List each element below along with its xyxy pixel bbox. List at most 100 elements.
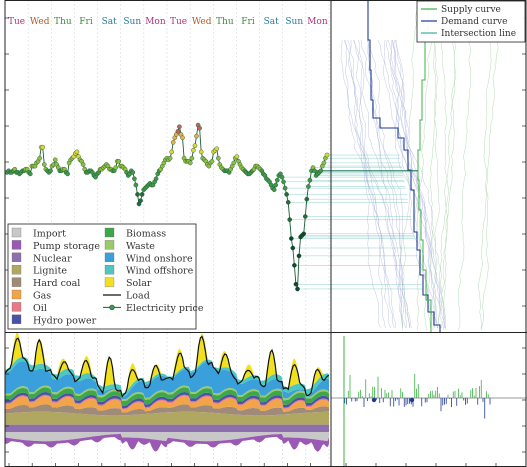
price-point	[65, 171, 70, 177]
legend-label: Lignite	[33, 266, 67, 277]
day-label: Wed	[192, 17, 212, 27]
legend-label: Hard coal	[33, 278, 80, 289]
price-point	[192, 143, 198, 148]
legend-swatch	[104, 252, 115, 262]
legend-label: Electricity price	[126, 303, 204, 314]
price-point	[287, 217, 293, 222]
price-point	[139, 192, 145, 197]
area-import	[5, 432, 329, 442]
price-point	[167, 155, 173, 161]
price-point	[285, 199, 291, 205]
price-point	[306, 184, 311, 189]
price-point	[273, 182, 279, 188]
history-supply-curve	[432, 0, 440, 331]
legend-swatch	[104, 265, 115, 275]
legend-label: Pump storage	[33, 241, 100, 252]
bars-marker	[371, 397, 377, 403]
area-hydro-power	[5, 392, 329, 409]
price-point	[138, 198, 143, 203]
price-point	[153, 176, 159, 181]
price-point	[279, 174, 285, 180]
history-supply-curve	[458, 0, 472, 331]
price-point	[302, 214, 308, 219]
price-point	[113, 165, 118, 170]
history-curve	[367, 39, 412, 329]
price-point	[274, 177, 280, 183]
price-point	[321, 160, 327, 166]
price-point	[282, 185, 288, 191]
price-point	[292, 262, 297, 268]
day-label: Tue	[8, 17, 25, 27]
legend-swatch	[11, 289, 22, 300]
day-label: Mon	[307, 17, 328, 27]
price-point	[169, 149, 174, 155]
area-biomass	[5, 387, 329, 406]
legend-swatch	[11, 302, 22, 312]
price-change-bars-panel	[331, 336, 527, 467]
area-gas	[5, 396, 329, 413]
area-waste	[5, 385, 329, 402]
legend-swatch	[11, 240, 22, 250]
legend-swatch	[11, 265, 22, 275]
price-point	[214, 146, 219, 151]
history-curve	[349, 39, 386, 329]
price-timeseries-panel	[5, 122, 330, 292]
intersection-lines	[281, 154, 425, 290]
price-point	[234, 154, 240, 159]
price-point	[189, 155, 195, 161]
price-point	[295, 286, 300, 292]
history-supply-curve	[480, 0, 502, 331]
price-point	[177, 124, 182, 129]
price-point	[296, 253, 302, 259]
price-point	[301, 231, 307, 237]
legend-label: Gas	[33, 291, 51, 302]
price-point	[48, 168, 53, 174]
history-supply-curve	[443, 0, 457, 331]
price-point	[215, 155, 221, 161]
load-line	[5, 335, 330, 398]
history-curve	[367, 39, 410, 329]
price-point	[52, 157, 58, 163]
price-point	[130, 170, 136, 175]
day-label: Sun	[285, 17, 303, 27]
legend-swatch	[11, 277, 22, 287]
legend-swatch	[104, 240, 115, 250]
area-wind-offshore	[5, 356, 329, 398]
day-label: Tue	[170, 17, 187, 27]
history-curve	[392, 39, 442, 329]
history-curve	[390, 39, 431, 329]
day-label: Fri	[79, 17, 93, 27]
price-point	[194, 133, 199, 139]
price-point	[209, 158, 215, 164]
price-point	[132, 176, 137, 181]
price-point	[27, 171, 33, 177]
legend-label: Solar	[126, 278, 152, 289]
price-point	[288, 236, 294, 241]
price-point	[197, 125, 202, 131]
price-point	[284, 192, 289, 197]
legend-swatch	[104, 277, 115, 287]
history-curve	[358, 39, 395, 329]
legend-label: Biomass	[126, 229, 166, 240]
history-curve	[392, 39, 443, 329]
day-label: Thu	[54, 17, 72, 27]
day-label: Wed	[30, 17, 50, 27]
history-curve	[393, 39, 445, 329]
day-label: Sun	[123, 17, 141, 27]
history-curve	[340, 39, 407, 329]
generation-mix-panel	[5, 333, 330, 452]
price-point	[231, 160, 237, 166]
legend-swatch	[11, 252, 22, 262]
day-labels: Tue Wed Thu Fri Sat Sun Mon Tue Wed Thu Fri Sat Sun M…	[8, 17, 328, 27]
price-point	[180, 135, 185, 140]
legend-label: Supply curve	[441, 5, 501, 15]
area-nuclear	[5, 424, 329, 432]
price-point	[40, 144, 46, 150]
price-point	[324, 152, 330, 158]
price-point	[191, 147, 196, 153]
legend-swatch	[11, 227, 22, 238]
legend-label: Wind offshore	[126, 266, 194, 277]
history-supply-curve	[414, 0, 437, 331]
price-point	[281, 179, 286, 185]
price-point	[37, 155, 42, 161]
